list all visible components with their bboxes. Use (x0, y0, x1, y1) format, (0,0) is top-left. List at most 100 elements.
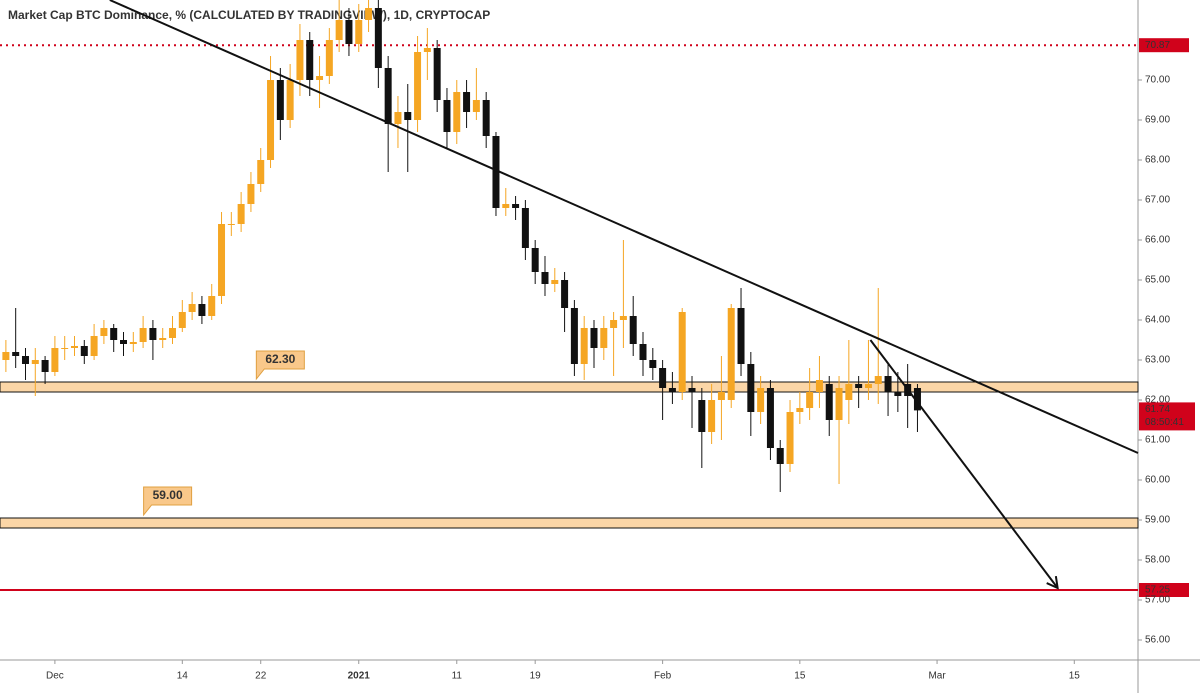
candle-body (100, 328, 108, 336)
forecast-arrow (869, 339, 1059, 589)
candle-body (551, 280, 559, 284)
candle-body (678, 312, 686, 392)
y-tick-label: 58.00 (1145, 555, 1170, 566)
candle-body (61, 348, 69, 349)
x-tick-label: Mar (928, 671, 946, 682)
candle-body (776, 448, 784, 464)
candle-body (521, 208, 529, 248)
y-tick-label: 65.00 (1145, 275, 1170, 286)
candle-body (31, 360, 39, 364)
candle-body (227, 224, 235, 225)
candle-body (139, 328, 147, 342)
candle-body (815, 380, 823, 392)
candle-body (70, 346, 78, 348)
candle-body (894, 392, 902, 396)
price-level-label: 57.25 (1145, 585, 1170, 596)
candle-body (825, 384, 833, 420)
candle-body (463, 92, 471, 112)
y-tick-label: 61.00 (1145, 435, 1170, 446)
candle-body (41, 360, 49, 372)
candle-body (688, 388, 696, 392)
candle-body (316, 76, 324, 80)
candle-body (727, 308, 735, 400)
candle-body (757, 388, 765, 412)
trendline (109, 0, 1139, 454)
candle-body (531, 248, 539, 272)
price-level-tag (1139, 583, 1189, 597)
last-price-label: 61.74 (1145, 404, 1170, 415)
candle-body (747, 364, 755, 412)
price-level-tag (1139, 38, 1189, 53)
candle-body (786, 412, 794, 464)
candle-body (178, 312, 186, 328)
candle-body (394, 112, 402, 124)
y-tick-label: 70.00 (1145, 75, 1170, 86)
y-tick-label: 64.00 (1145, 315, 1170, 326)
y-tick-label: 57.00 (1145, 595, 1170, 606)
candle-body (198, 304, 206, 316)
candle-body (355, 20, 363, 44)
candle-body (492, 136, 500, 208)
candle-body (717, 392, 725, 400)
candle-body (2, 352, 10, 360)
x-tick-label: 14 (177, 671, 189, 682)
candle-body (384, 68, 392, 124)
candle-body (482, 100, 490, 136)
candle-body (169, 328, 177, 338)
candle-body (610, 320, 618, 328)
candle-body (766, 388, 774, 448)
candle-body (737, 308, 745, 364)
x-tick-label: 15 (794, 671, 806, 682)
chart-title: Market Cap BTC Dominance, % (CALCULATED … (8, 8, 490, 22)
candle-body (629, 316, 637, 344)
candle-body (149, 328, 157, 340)
candle-body (306, 40, 314, 80)
candle-body (90, 336, 98, 356)
candle-body (698, 400, 706, 432)
candle-body (864, 384, 872, 388)
y-tick-label: 56.00 (1145, 635, 1170, 646)
zone-label: 59.00 (153, 488, 183, 502)
arrow-head (1046, 575, 1059, 590)
x-tick-label: 19 (530, 671, 542, 682)
x-tick-label: 15 (1069, 671, 1081, 682)
candle-body (365, 8, 373, 20)
support-zone (0, 517, 1139, 529)
candle-body (835, 388, 843, 420)
candle-body (188, 304, 196, 312)
candle-body (708, 400, 716, 432)
x-tick-label: 2021 (348, 671, 371, 682)
candle-body (247, 184, 255, 204)
zone-label: 62.30 (265, 352, 295, 366)
y-tick-label: 63.00 (1145, 355, 1170, 366)
candle-body (21, 356, 29, 364)
candle-body (12, 352, 20, 356)
y-tick-label: 59.00 (1145, 515, 1170, 526)
candle-body (590, 328, 598, 348)
candle-body (502, 204, 510, 208)
candle-body (218, 224, 226, 296)
candle-body (208, 296, 216, 316)
candle-body (806, 392, 814, 408)
plot-area: 62.30 59.00 (0, 0, 1139, 591)
last-price-tag (1139, 402, 1195, 431)
candle-body (874, 376, 882, 384)
candle-body (129, 342, 137, 344)
y-tick-label: 62.00 (1145, 395, 1170, 406)
candle-body (541, 272, 549, 284)
support-zone (0, 381, 1139, 393)
y-tick-label: 67.00 (1145, 195, 1170, 206)
candle-body (404, 112, 412, 120)
y-tick-label: 68.00 (1145, 155, 1170, 166)
zone-label-box (255, 350, 305, 381)
candle-body (335, 20, 343, 40)
candle-body (649, 360, 657, 368)
countdown-label: 08:50:41 (1145, 417, 1184, 428)
candle-body (414, 52, 422, 120)
candle-body (80, 346, 88, 356)
candle-body (296, 40, 304, 80)
candle-body (884, 376, 892, 392)
candle-body (796, 408, 804, 412)
